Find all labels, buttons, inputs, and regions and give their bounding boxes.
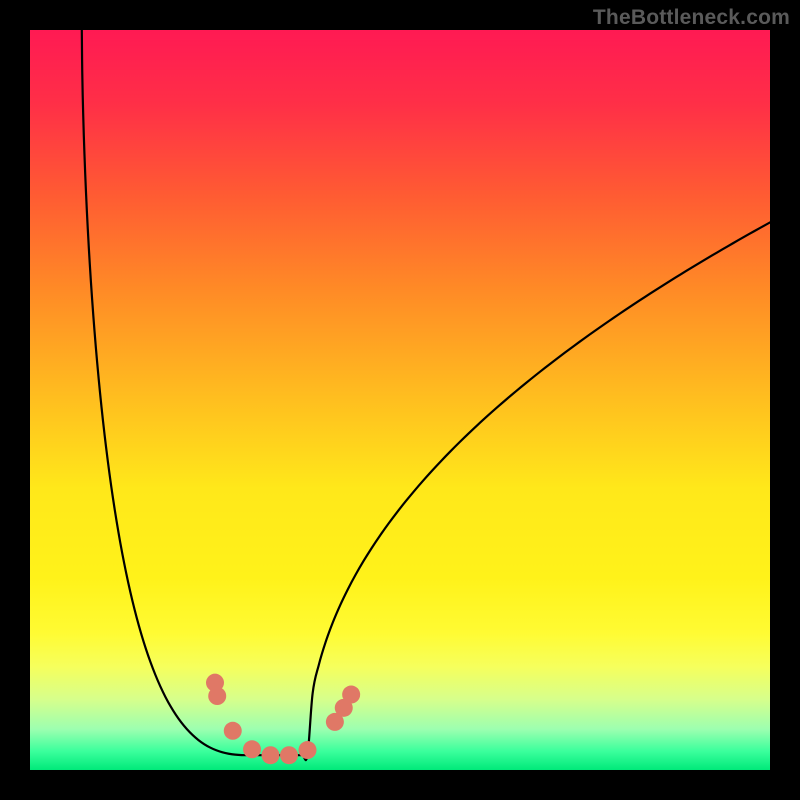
data-marker xyxy=(280,746,298,764)
data-marker xyxy=(224,722,242,740)
plot-svg xyxy=(30,30,770,770)
data-marker xyxy=(342,686,360,704)
chart-frame: TheBottleneck.com xyxy=(0,0,800,800)
data-marker xyxy=(243,740,261,758)
watermark-text: TheBottleneck.com xyxy=(593,6,790,30)
plot-area xyxy=(30,30,770,770)
data-marker xyxy=(299,741,317,759)
data-marker xyxy=(262,746,280,764)
data-marker xyxy=(208,687,226,705)
gradient-background xyxy=(30,30,770,770)
